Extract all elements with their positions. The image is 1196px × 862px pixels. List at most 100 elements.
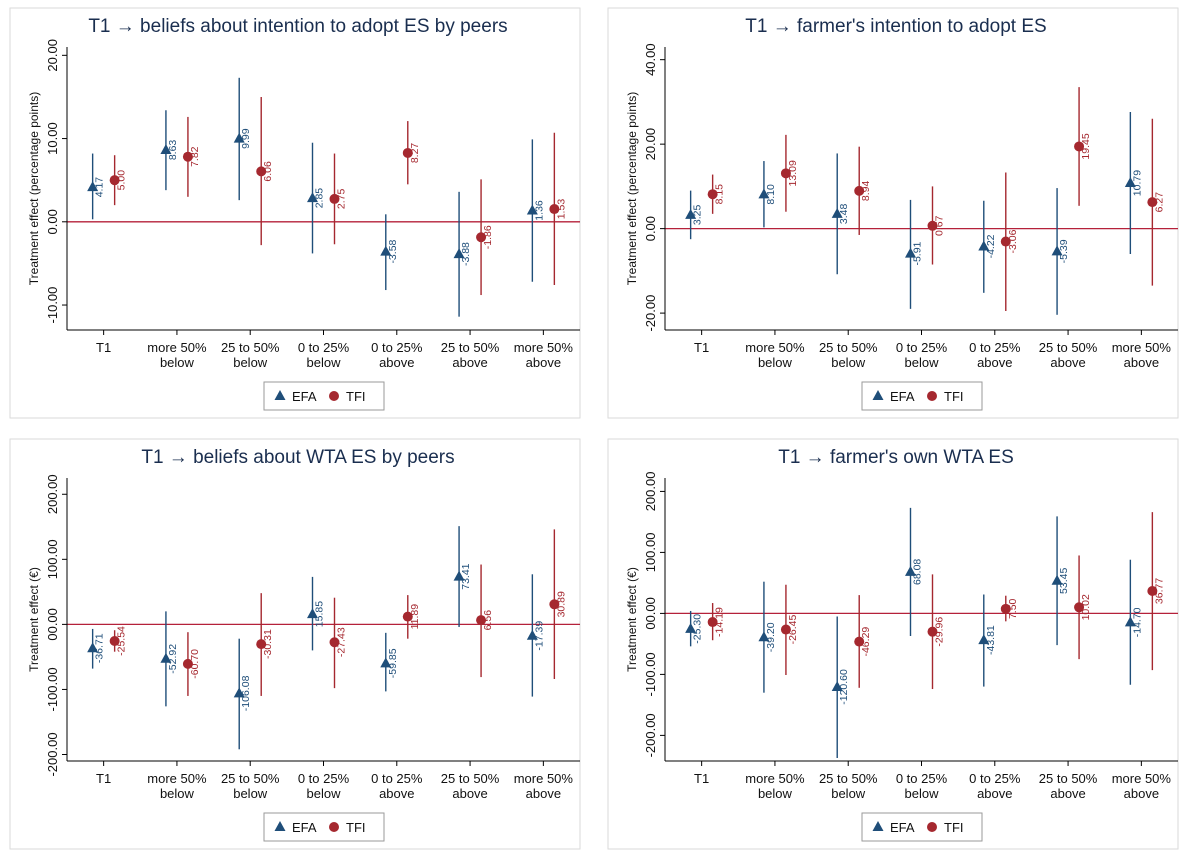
tfi-point [780,624,791,635]
tfi-data-label: 6.06 [262,161,274,182]
tfi-point [1000,236,1011,247]
efa-data-label: -5.39 [1058,239,1070,263]
tfi-point [476,232,487,243]
x-category-label: T1 [694,771,709,786]
tfi-data-label: 19.45 [1080,133,1092,159]
legend-tfi-marker [927,822,937,832]
legend-efa-label: EFA [292,389,317,404]
efa-data-label: 15.85 [314,601,326,627]
x-category-label: 0 to 25% below [298,771,350,801]
x-category-label: T1 [694,340,709,355]
tfi-data-label: 13.09 [787,160,799,186]
tfi-point [549,204,560,215]
efa-point [978,240,990,251]
efa-point [831,680,843,691]
tfi-data-label: 8.27 [409,143,421,164]
tfi-point [1147,197,1158,208]
tfi-point [402,611,413,622]
legend-efa-marker [274,390,286,400]
y-tick-label: -20.00 [643,295,658,332]
tfi-point [182,151,193,162]
efa-data-label: 9.99 [240,128,252,149]
efa-data-label: -14.70 [1131,607,1143,637]
chart-title: T1 → farmer's intention to adopt ES [745,16,1046,37]
legend-tfi-marker [927,391,937,401]
legend-efa-marker [274,821,286,831]
y-tick-label: 100.00 [643,533,658,573]
x-category-label: T1 [96,771,111,786]
tfi-point [256,166,267,177]
legend: EFA TFI [861,381,983,411]
y-tick-label: 00.00 [643,597,658,630]
tfi-point [329,193,340,204]
efa-data-label: -25.30 [692,614,704,644]
efa-point [307,192,318,203]
y-tick-label: -200.00 [643,713,658,757]
x-category-label: 25 to 50% below [221,771,280,801]
panel-frame [607,438,1179,850]
legend-tfi-label: TFI [944,820,964,835]
efa-data-label: -4.22 [985,234,997,258]
tfi-point [927,626,938,637]
tfi-point [927,220,938,231]
x-category-label: 25 to 50% below [819,771,878,801]
efa-point [685,208,697,219]
tfi-data-label: -27.43 [336,627,348,657]
tfi-data-label: 11.89 [409,604,421,630]
y-tick-label: 100.00 [45,539,60,579]
tfi-point [707,189,718,200]
chart-title: T1 → farmer's own WTA ES [778,447,1014,468]
tfi-point [1074,602,1085,613]
efa-data-label: -43.81 [985,625,997,655]
tfi-point [329,637,340,648]
y-tick-label: 40.00 [643,43,658,76]
x-category-label: 0 to 25% above [969,340,1021,370]
y-tick-label: 10.00 [45,122,60,155]
y-tick-label: 20.00 [643,128,658,161]
y-tick-label: 0.00 [643,216,658,241]
y-tick-label: -100.00 [643,652,658,696]
tfi-data-label: -25.54 [116,626,128,656]
efa-point [307,608,318,619]
legend-box [861,381,983,411]
legend-tfi-label: TFI [346,820,366,835]
efa-data-label: -5.91 [912,241,924,265]
tfi-data-label: -46.29 [860,627,872,657]
efa-data-label: 4.17 [94,177,106,198]
efa-data-label: 8.63 [167,140,179,161]
panel-frame [607,7,1179,419]
legend-efa-label: EFA [890,389,915,404]
tfi-data-label: -3.06 [1007,229,1019,253]
x-category-label: more 50% above [1112,771,1172,801]
legend-efa-label: EFA [890,820,915,835]
efa-point [87,181,99,192]
efa-point [905,565,916,576]
tfi-point [109,635,120,646]
x-category-label: more 50% above [514,340,574,370]
efa-data-label: -3.88 [460,242,472,266]
legend-tfi-label: TFI [944,389,964,404]
tfi-point [109,175,120,186]
tfi-data-label: 6.27 [1153,192,1165,213]
efa-data-label: -36.71 [94,633,106,663]
efa-point [1051,245,1063,256]
legend-tfi-marker [329,391,339,401]
y-tick-label: 200.00 [643,472,658,512]
efa-point [905,247,916,258]
x-category-label: more 50% below [745,771,805,801]
legend: EFA TFI [263,381,385,411]
efa-data-label: -120.60 [838,669,850,705]
efa-data-label: 1.36 [533,200,545,221]
tfi-data-label: 7.82 [189,146,201,167]
y-tick-label: 00.00 [45,608,60,641]
y-tick-label: 20.00 [45,39,60,72]
efa-point [1124,616,1136,627]
x-category-label: more 50% below [147,771,207,801]
chart-panel-3: T1 → beliefs about WTA ES by peers -200.0… [9,438,581,850]
x-category-label: 25 to 50% above [441,771,500,801]
efa-point [1051,574,1063,585]
tfi-point [402,147,413,158]
efa-point [453,248,465,259]
efa-data-label: 53.45 [1058,568,1070,594]
tfi-data-label: 36.77 [1153,578,1165,604]
